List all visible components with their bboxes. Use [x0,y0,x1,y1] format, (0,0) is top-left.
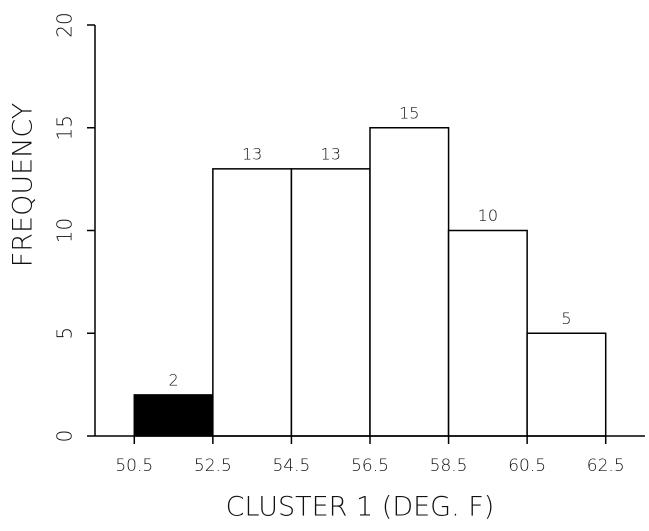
x-tick-label: 56.5 [351,456,389,476]
y-tick-label: 0 [53,430,77,443]
bar [133,394,214,437]
bar [212,168,293,437]
x-tick-label: 58.5 [430,456,468,476]
bar [526,332,607,437]
y-axis-label: FREQUENCY [8,103,39,268]
value-label: 13 [321,144,341,163]
value-label: 2 [168,370,178,389]
y-tick-label: 10 [53,218,77,243]
value-label: 10 [478,206,498,225]
bar [290,168,371,437]
value-label: 5 [561,309,571,328]
value-label: 13 [242,144,262,163]
y-tick-label: 5 [53,327,77,340]
y-tick-label: 20 [53,12,77,37]
bar [369,127,450,437]
x-tick-label: 54.5 [272,456,310,476]
bar [447,229,528,437]
y-tick-label: 15 [53,115,77,140]
x-tick-label: 62.5 [587,456,625,476]
x-tick-label: 50.5 [115,456,153,476]
x-axis-label: CLUSTER 1 (DEG. F) [226,492,495,523]
value-label: 15 [399,103,419,122]
x-tick-label: 52.5 [194,456,232,476]
x-tick-label: 60.5 [508,456,546,476]
